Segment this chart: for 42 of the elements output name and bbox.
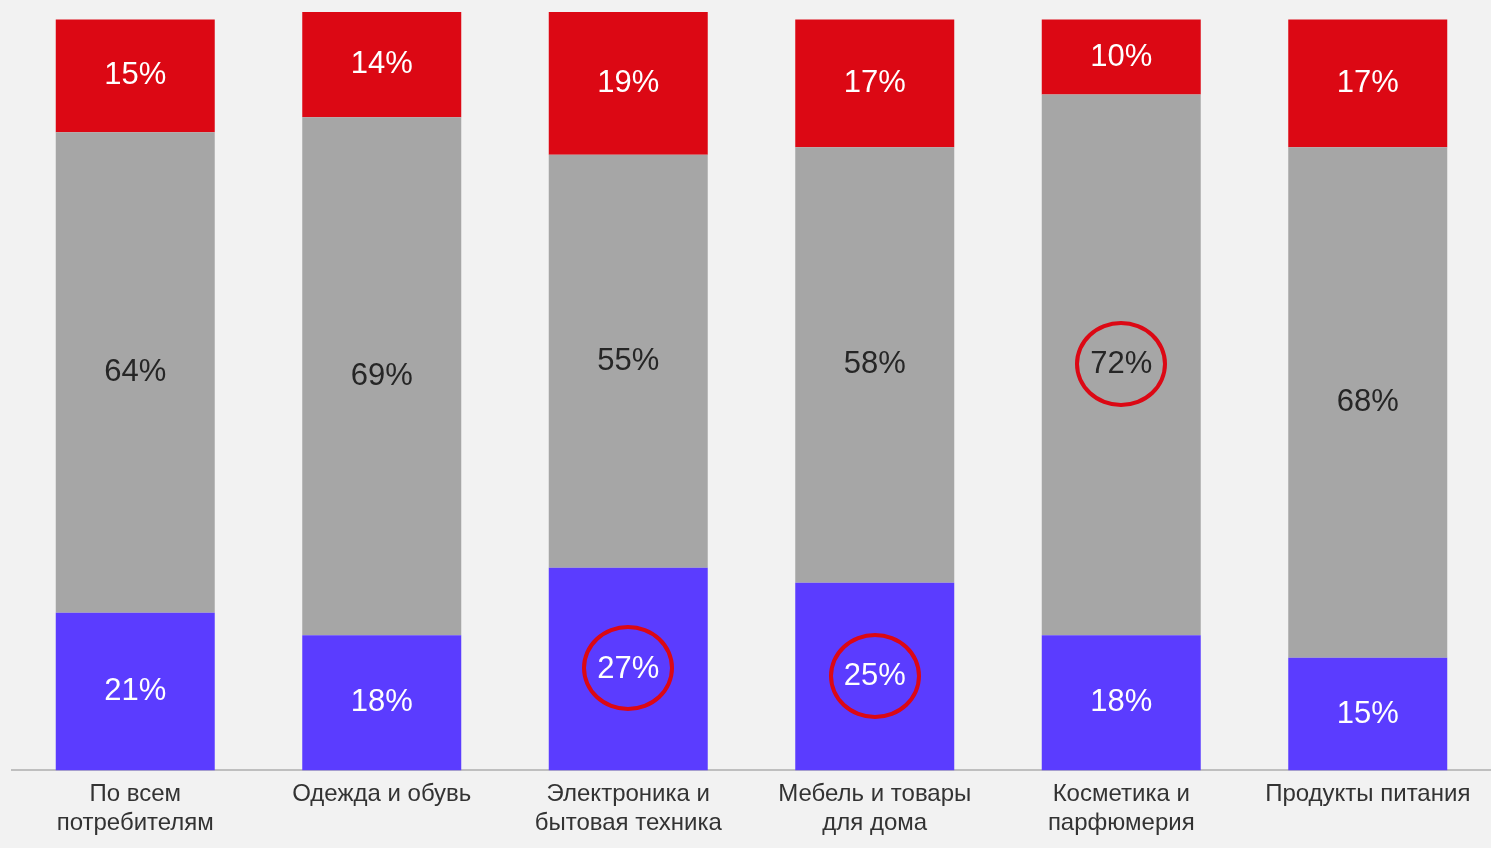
bar <box>548 12 708 155</box>
x-tick-label: Одежда и обувь <box>292 779 472 807</box>
bar <box>55 19 215 133</box>
data-label: 18% <box>1090 683 1153 719</box>
data-label: 14% <box>350 45 413 81</box>
bar <box>795 582 955 771</box>
data-label: 68% <box>1336 383 1399 419</box>
bar <box>1288 147 1448 658</box>
data-label: 58% <box>843 345 906 381</box>
bar <box>795 19 955 148</box>
bar <box>1041 94 1201 636</box>
data-label: 64% <box>104 352 167 388</box>
x-tick-label: Косметика и парфюмерия <box>1047 779 1195 836</box>
data-label: 18% <box>350 683 413 719</box>
data-label: 10% <box>1090 37 1153 73</box>
bar <box>302 12 462 118</box>
bar <box>1288 657 1448 771</box>
bar <box>548 567 708 771</box>
data-label: 15% <box>1336 694 1399 730</box>
data-label: 27% <box>597 649 660 685</box>
x-tick-label: Электроника и бытовая техника <box>534 779 723 836</box>
bar <box>548 154 708 568</box>
bar <box>1041 19 1201 95</box>
bar <box>55 612 215 771</box>
data-label: 21% <box>104 672 167 708</box>
data-label: 55% <box>597 341 660 377</box>
data-label: 17% <box>843 63 906 99</box>
data-label: 69% <box>350 356 413 392</box>
bar <box>795 147 955 583</box>
x-tick-label: Продукты питания <box>1265 779 1471 807</box>
x-tick-label: Мебель и товары для дома <box>778 779 972 836</box>
data-label: 72% <box>1090 345 1153 381</box>
bar <box>302 117 462 636</box>
x-tick-label: По всем потребителям <box>56 779 214 836</box>
bar <box>302 635 462 771</box>
data-label: 25% <box>843 657 906 693</box>
data-label: 19% <box>597 63 660 99</box>
data-label: 17% <box>1336 63 1399 99</box>
data-label: 15% <box>104 56 167 92</box>
bar <box>55 132 215 613</box>
bar <box>1041 635 1201 771</box>
bar <box>1288 19 1448 148</box>
